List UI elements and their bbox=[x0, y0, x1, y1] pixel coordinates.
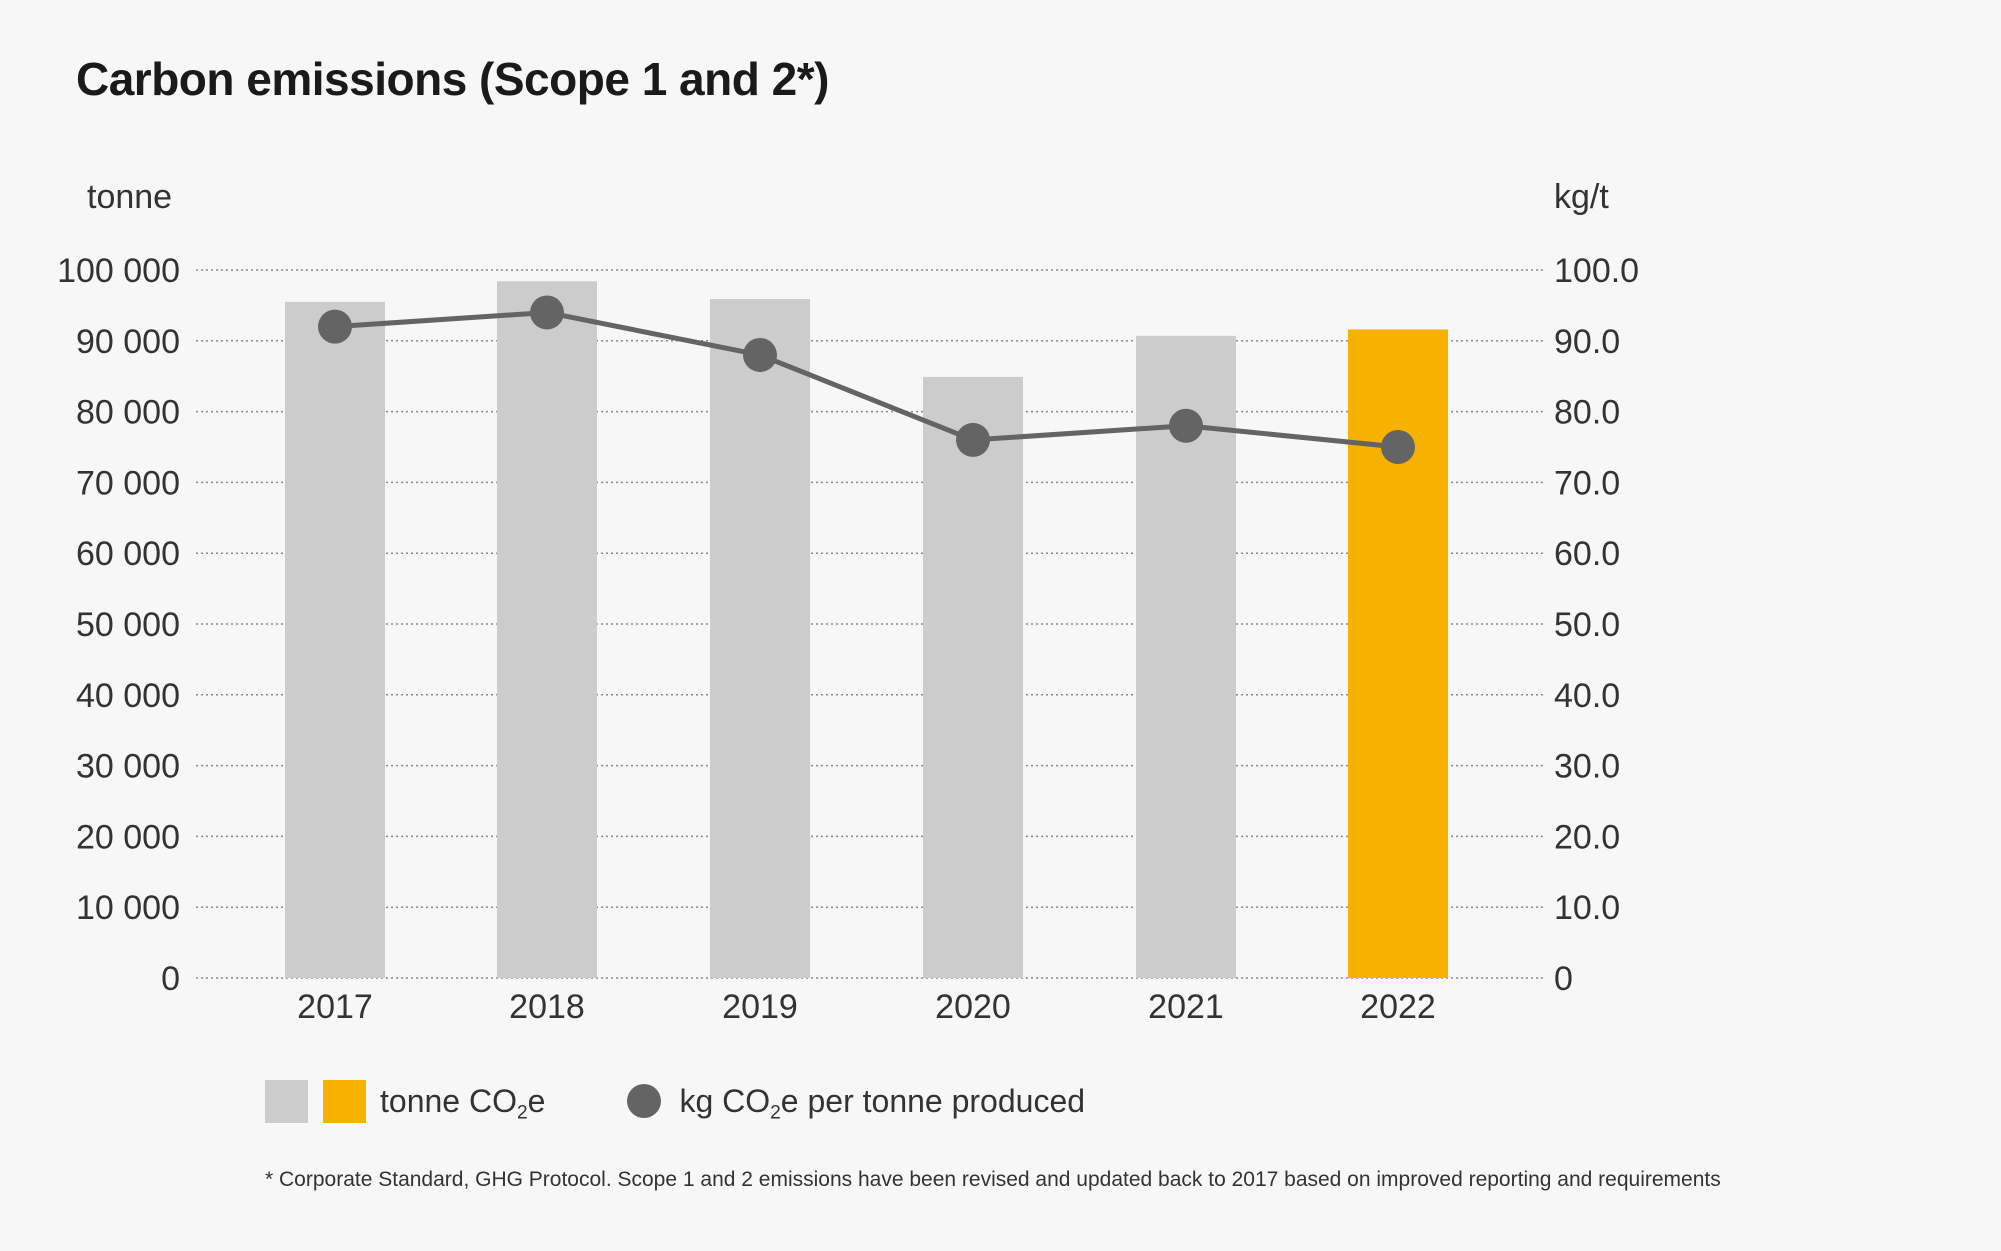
bar bbox=[710, 299, 810, 978]
bar bbox=[285, 301, 385, 978]
chart-legend: tonne CO2e kg CO2e per tonne produced bbox=[265, 1078, 1085, 1124]
y2-tick-label: 60.0 bbox=[1554, 535, 1620, 573]
line-point bbox=[1169, 408, 1203, 443]
x-tick-label: 2018 bbox=[509, 988, 585, 1026]
x-tick-label: 2021 bbox=[1148, 988, 1224, 1026]
y2-tick-label: 50.0 bbox=[1554, 606, 1620, 644]
y-tick-label: 20 000 bbox=[76, 818, 180, 856]
legend-label-bars: tonne CO2e bbox=[380, 1082, 546, 1124]
y-tick-label: 100 000 bbox=[57, 252, 180, 290]
bar bbox=[923, 376, 1023, 979]
y-tick-label: 90 000 bbox=[76, 323, 180, 361]
line-point bbox=[530, 295, 564, 330]
y2-tick-label: 30.0 bbox=[1554, 748, 1620, 786]
y-tick-label: 40 000 bbox=[76, 677, 180, 715]
y-tick-label: 50 000 bbox=[76, 606, 180, 644]
y-tick-label: 70 000 bbox=[76, 464, 180, 502]
legend-swatch-gray bbox=[265, 1079, 308, 1123]
legend-dot-line bbox=[627, 1084, 662, 1118]
y2-tick-label: 90.0 bbox=[1554, 323, 1620, 361]
x-tick-label: 2022 bbox=[1360, 988, 1436, 1026]
y-tick-label: 0 bbox=[161, 960, 180, 998]
line-point bbox=[743, 337, 777, 372]
y2-tick-label: 100.0 bbox=[1554, 252, 1639, 290]
x-tick-label: 2019 bbox=[722, 988, 798, 1026]
line-point bbox=[1381, 430, 1415, 464]
legend-label-line: kg CO2e per tonne produced bbox=[679, 1082, 1086, 1124]
chart-title: Carbon emissions (Scope 1 and 2*) bbox=[76, 53, 829, 105]
legend-swatch-highlight bbox=[323, 1079, 366, 1123]
x-tick-label: 2020 bbox=[935, 988, 1011, 1026]
y2-tick-label: 10.0 bbox=[1554, 889, 1620, 927]
series-line bbox=[334, 309, 1399, 450]
bar bbox=[1136, 335, 1236, 978]
y-axis-label: tonne bbox=[87, 178, 172, 216]
y-tick-label: 60 000 bbox=[76, 535, 180, 573]
x-tick-label: 2017 bbox=[297, 988, 373, 1026]
y2-tick-label: 20.0 bbox=[1554, 818, 1620, 856]
y-tick-label: 80 000 bbox=[76, 394, 180, 432]
y2-tick-label: 80.0 bbox=[1554, 394, 1620, 432]
y2-axis-label: kg/t bbox=[1554, 178, 1609, 216]
line-point bbox=[956, 422, 990, 457]
y2-tick-label: 0 bbox=[1554, 960, 1573, 998]
bar bbox=[1348, 329, 1448, 978]
y2-tick-label: 70.0 bbox=[1554, 464, 1620, 502]
y-tick-label: 30 000 bbox=[76, 748, 180, 786]
y-tick-label: 10 000 bbox=[76, 889, 180, 927]
footnote: * Corporate Standard, GHG Protocol. Scop… bbox=[265, 1168, 1721, 1191]
y2-tick-label: 40.0 bbox=[1554, 677, 1620, 715]
line-point bbox=[318, 309, 352, 344]
bar bbox=[497, 281, 597, 978]
